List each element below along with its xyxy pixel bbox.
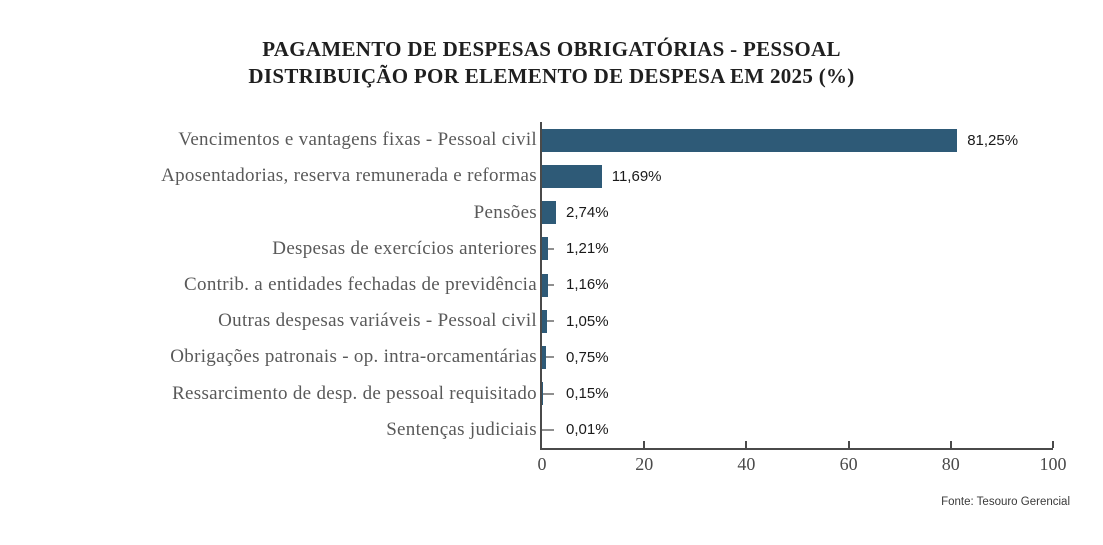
chart-title-line-2: DISTRIBUIÇÃO POR ELEMENTO DE DESPESA EM … [248,64,855,88]
value-label: 1,05% [566,312,609,330]
value-label: 1,21% [566,240,609,258]
value-label: 0,75% [566,348,609,366]
category-label: Sentenças judiciais [386,418,537,440]
value-label: 1,16% [566,276,609,294]
x-axis-tick-label: 40 [737,454,756,474]
x-axis-tick-label: 20 [635,454,654,474]
bar [542,164,602,188]
bar [542,382,543,406]
x-axis-tick-label: 0 [537,454,547,474]
category-labels: Vencimentos e vantagens fixas - Pessoal … [0,122,537,448]
plot-area: 81,25% 11,69% 2,74% 1,21% 1,16% 1,05% 0,75% 0,1… [542,122,1054,448]
y-axis-tick [542,392,554,395]
y-axis-tick [542,284,554,286]
value-label: 0,01% [566,421,609,439]
category-label: Vencimentos e vantagens fixas - Pessoal … [178,129,537,151]
bar [542,345,546,369]
y-axis-line [540,122,542,450]
y-axis-tick [542,320,554,323]
x-axis-tick-label: 100 [1039,454,1067,474]
bar [542,273,548,297]
value-label: 81,25% [967,131,1019,149]
value-label: 2,74% [566,204,609,222]
category-label: Outras despesas variáveis - Pessoal civi… [218,310,537,332]
x-axis-tick-label: 80 [941,454,960,474]
x-axis-line [540,448,1053,450]
bar [542,128,958,152]
chart-title: PAGAMENTO DE DESPESAS OBRIGATÓRIAS - PES… [0,36,1103,90]
x-axis-tick [643,441,646,448]
x-axis-tick [847,441,850,448]
y-axis-tick [542,356,554,359]
bar [542,237,549,261]
category-label: Contrib. a entidades fechadas de previdê… [184,273,537,295]
chart-title-line-1: PAGAMENTO DE DESPESAS OBRIGATÓRIAS - PES… [262,37,841,61]
x-axis-tick [745,441,748,448]
category-label: Ressarcimento de desp. de pessoal requis… [172,382,537,404]
x-axis-tick [1052,441,1054,448]
value-label: 0,15% [566,385,609,403]
bar [542,309,548,333]
x-axis-labels: 0 20 40 60 80 100 [538,454,1067,478]
category-label: Aposentadorias, reserva remunerada e ref… [161,165,537,187]
category-label: Obrigações patronais - op. intra-orcamen… [170,346,537,368]
y-axis-tick [542,428,554,431]
bar [542,201,556,225]
source-note: Fonte: Tesouro Gerencial [941,496,1070,508]
category-label: Despesas de exercícios anteriores [272,237,537,259]
category-label: Pensões [473,201,537,223]
value-label: 11,69% [611,167,662,185]
x-axis-tick-label: 60 [839,454,858,474]
x-axis-tick [949,441,952,448]
